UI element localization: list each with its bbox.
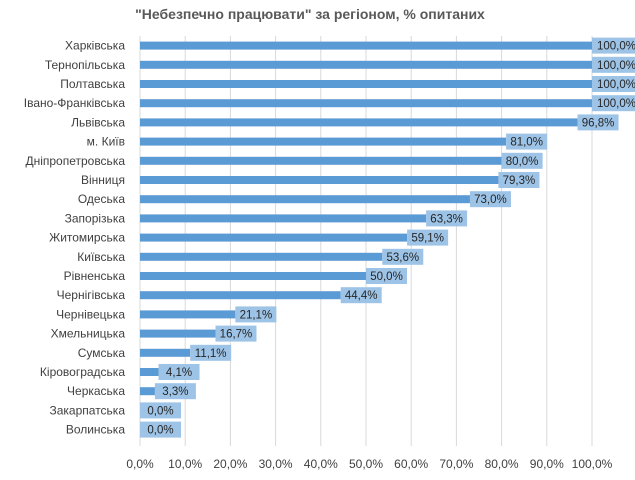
x-axis-ticks: 0,0% 10,0% 20,0% 30,0% 40,0% 50,0% 60,0% 70,0% 8… (126, 457, 612, 471)
value-label: 79,3% (503, 175, 536, 187)
value-label-box (407, 229, 449, 246)
value-label-box (154, 383, 196, 400)
value-label-box (158, 364, 200, 380)
x-tick-label: 90,0% (530, 457, 564, 471)
x-tick-label: 70,0% (439, 457, 473, 471)
category-label: м. Київ (87, 135, 125, 149)
category-label: Київська (77, 250, 125, 264)
bar (140, 329, 216, 338)
value-label: 59,1% (411, 233, 444, 245)
category-label: Черкаська (67, 384, 125, 398)
x-tick-label: 100,0% (572, 457, 613, 471)
bar (140, 272, 366, 280)
value-label-box (592, 37, 635, 54)
category-labels: Харківська Тернопільська Полтавська Івано-Ф… (24, 39, 126, 437)
category-label: Івано-Франківська (24, 96, 126, 110)
category-label: Тернопільська (45, 58, 125, 72)
value-label: 100,0% (597, 79, 635, 91)
category-label: Житомирська (49, 231, 125, 245)
value-label: 4,1% (166, 367, 192, 379)
x-tick-label: 10,0% (168, 457, 202, 471)
category-label: Чернігівська (57, 288, 126, 302)
bar (140, 41, 592, 50)
value-labels: 100,0% 100,0% 100,0% 100,0% 96,8% 81,0% 80,0% 7… (140, 37, 635, 438)
value-label-box (235, 306, 277, 323)
value-label-box (426, 210, 468, 227)
value-label-box (469, 191, 511, 208)
category-label: Волинська (66, 423, 126, 437)
value-label-box (592, 76, 635, 92)
value-label-box (577, 114, 619, 131)
value-label: 100,0% (597, 41, 635, 53)
value-label-box (382, 248, 424, 265)
category-label: Одеська (78, 192, 126, 206)
category-label: Рівненська (64, 269, 126, 283)
value-label: 73,0% (474, 194, 507, 206)
category-label: Кіровоградська (40, 365, 125, 379)
bars (140, 41, 592, 396)
value-label: 44,4% (345, 290, 378, 302)
bar (140, 233, 408, 242)
category-label: Дніпропетровська (25, 154, 125, 168)
value-label-box (498, 172, 540, 188)
x-tick-label: 40,0% (304, 457, 338, 471)
category-label: Львівська (71, 115, 125, 129)
value-label: 0,0% (147, 405, 173, 417)
x-tick-label: 50,0% (349, 457, 383, 471)
category-label: Харківська (65, 39, 125, 53)
value-label: 81,0% (510, 137, 543, 149)
bar (140, 195, 470, 204)
value-label-box (592, 95, 635, 112)
value-label: 3,3% (162, 386, 188, 398)
bar (140, 156, 502, 165)
category-label: Полтавська (60, 77, 125, 91)
value-label: 16,7% (220, 329, 253, 341)
category-label: Вінниця (81, 173, 125, 187)
value-label: 100,0% (597, 98, 635, 110)
bar (140, 99, 592, 108)
x-tick-label: 60,0% (394, 457, 428, 471)
bar (140, 60, 592, 69)
bar (140, 214, 427, 223)
x-tick-label: 80,0% (485, 457, 519, 471)
value-label: 53,6% (386, 252, 419, 264)
bar (140, 176, 499, 184)
x-tick-label: 30,0% (259, 457, 293, 471)
x-tick-label: 20,0% (213, 457, 247, 471)
value-label: 21,1% (240, 309, 273, 321)
value-label-box (215, 325, 257, 342)
bar (140, 291, 341, 300)
value-label: 0,0% (147, 425, 173, 437)
value-label-box (140, 402, 181, 419)
bar (140, 348, 191, 357)
value-label: 11,1% (195, 348, 227, 360)
value-label-box (190, 344, 232, 361)
value-label: 100,0% (597, 60, 635, 72)
value-label: 96,8% (582, 117, 615, 129)
value-label-box (366, 268, 407, 284)
value-label: 80,0% (506, 156, 539, 168)
bar (140, 80, 592, 88)
value-label: 63,3% (430, 213, 463, 225)
bar (140, 387, 155, 396)
x-tick-label: 0,0% (126, 457, 154, 471)
value-label-box (501, 152, 543, 169)
category-label: Чернівецька (56, 307, 125, 321)
value-label-box (340, 287, 382, 304)
bar (140, 252, 383, 261)
category-label: Хмельницька (51, 327, 126, 341)
bar (140, 137, 507, 146)
value-label: 50,0% (370, 271, 403, 283)
category-label: Сумська (78, 346, 126, 360)
value-label-box (592, 56, 635, 73)
bar (140, 118, 578, 127)
category-label: Закарпатська (50, 403, 126, 417)
category-label: Запорізька (65, 211, 126, 225)
value-label-box (506, 133, 548, 150)
bar (140, 368, 159, 376)
chart-title: "Небезпечно працювати" за регіоном, % оп… (135, 6, 485, 22)
value-label-box (140, 421, 181, 438)
bar (140, 310, 236, 319)
